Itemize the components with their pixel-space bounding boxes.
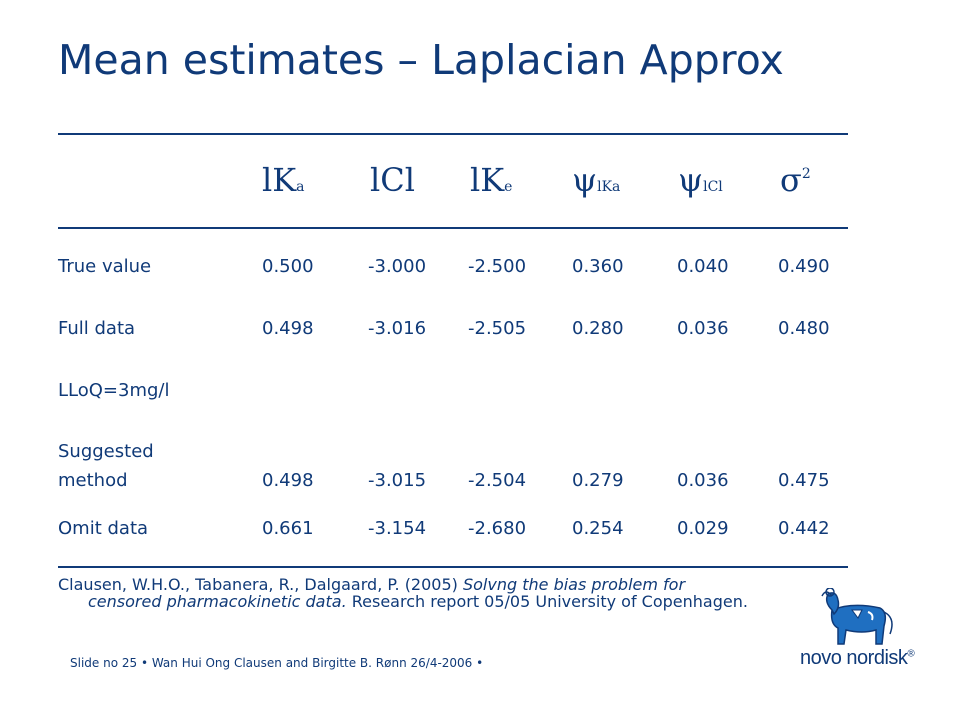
- header-sigma2-sup: 2: [801, 166, 811, 182]
- table-cell: 0.360: [572, 256, 624, 277]
- header-lka: lKa: [262, 160, 305, 200]
- row-label: Full data: [58, 318, 136, 339]
- row-label: LLoQ=3mg/l: [58, 380, 170, 401]
- header-psi-lka-base: ψ: [572, 161, 598, 199]
- reference-title-part2: censored pharmacokinetic data.: [88, 592, 347, 611]
- table-cell: 0.254: [572, 518, 624, 539]
- header-lke: lKe: [470, 160, 512, 200]
- header-psi-lka: ψlKa: [572, 160, 620, 200]
- header-psi-lcl-sub: lCl: [703, 179, 723, 195]
- table-cell: -3.154: [368, 518, 427, 539]
- table-cell: -3.016: [368, 318, 427, 339]
- row-label: Omit data: [58, 518, 149, 539]
- table-cell: -2.505: [468, 318, 527, 339]
- header-sigma2-base: σ: [780, 161, 802, 199]
- table-cell: 0.498: [262, 470, 314, 491]
- header-psi-lka-sub: lKa: [597, 179, 621, 195]
- header-psi-lcl: ψlCl: [678, 160, 723, 200]
- table-cell: 0.036: [677, 318, 729, 339]
- reference-citation: Clausen, W.H.O., Tabanera, R., Dalgaard,…: [58, 576, 878, 610]
- brand-name: novo nordisk: [800, 647, 908, 669]
- table-cell: -3.015: [368, 470, 427, 491]
- table-cell: -3.000: [368, 256, 427, 277]
- header-lke-base: lK: [470, 161, 505, 199]
- table-cell: 0.490: [778, 256, 830, 277]
- table-cell: 0.036: [677, 470, 729, 491]
- bottom-divider: [58, 566, 848, 568]
- top-divider: [58, 133, 848, 135]
- table-cell: -2.680: [468, 518, 527, 539]
- reference-title-part1: Solvng the bias problem for: [462, 575, 686, 594]
- header-divider: [58, 227, 848, 229]
- table-cell: 0.442: [778, 518, 830, 539]
- table-cell: 0.280: [572, 318, 624, 339]
- table-cell: -2.500: [468, 256, 527, 277]
- table-cell: 0.500: [262, 256, 314, 277]
- table-cell: 0.475: [778, 470, 830, 491]
- brand-wordmark: novo nordisk®: [800, 647, 915, 670]
- table-cell: -2.504: [468, 470, 527, 491]
- reference-rest: Research report 05/05 University of Cope…: [346, 592, 748, 611]
- table-cell: 0.040: [677, 256, 729, 277]
- row-label: Suggested: [58, 441, 154, 462]
- table-cell: 0.498: [262, 318, 314, 339]
- row-label: method: [58, 470, 128, 491]
- header-lcl-base: lCl: [370, 161, 415, 199]
- reference-authors: Clausen, W.H.O., Tabanera, R., Dalgaard,…: [58, 575, 463, 594]
- slide-footer: Slide no 25 • Wan Hui Ong Clausen and Bi…: [70, 656, 484, 670]
- header-sigma2: σ2: [780, 160, 811, 200]
- row-label: True value: [58, 256, 152, 277]
- table-cell: 0.029: [677, 518, 729, 539]
- header-psi-lcl-base: ψ: [678, 161, 704, 199]
- header-lke-sub: e: [504, 179, 513, 195]
- brand-registered-mark: ®: [907, 648, 915, 660]
- table-cell: 0.661: [262, 518, 314, 539]
- table-cell: 0.279: [572, 470, 624, 491]
- reference-line2: censored pharmacokinetic data. Research …: [58, 593, 878, 610]
- header-lka-base: lK: [262, 161, 297, 199]
- header-lka-sub: a: [296, 179, 305, 195]
- table-cell: 0.480: [778, 318, 830, 339]
- slide-title: Mean estimates – Laplacian Approx: [58, 36, 784, 84]
- header-lcl: lCl: [370, 160, 415, 200]
- apis-bull-logo: [821, 588, 893, 645]
